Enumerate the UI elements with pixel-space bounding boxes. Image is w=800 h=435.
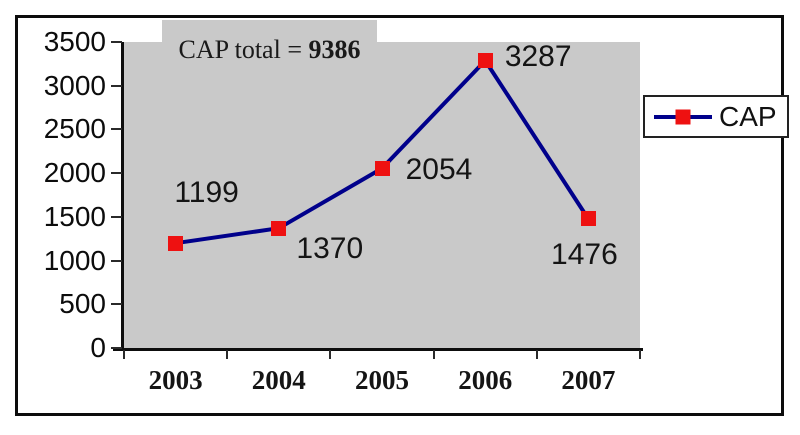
y-axis-tick [111, 41, 122, 43]
x-axis-label: 2004 [251, 365, 306, 395]
y-axis-label: 500 [59, 288, 106, 320]
x-axis-label: 2003 [148, 365, 203, 395]
x-axis-tick [432, 350, 435, 359]
data-point-marker [477, 53, 493, 69]
y-axis-tick [111, 128, 122, 131]
y-axis-tick [111, 215, 122, 218]
x-axis-tick [123, 350, 125, 359]
y-axis-label: 2500 [43, 113, 106, 145]
x-axis-tick [329, 350, 332, 359]
y-axis-tick [111, 303, 122, 306]
data-point-marker [580, 211, 596, 227]
data-point-label: 3287 [504, 39, 572, 73]
y-axis-label: 1000 [43, 244, 106, 276]
x-axis-label: 2005 [355, 365, 409, 395]
y-axis-tick [111, 84, 122, 87]
y-axis-line [121, 42, 124, 351]
data-point-label: 1199 [174, 176, 239, 210]
chart-title: CAP total = 9386 [160, 36, 379, 64]
y-axis-tick [111, 259, 122, 262]
data-point-label: 1370 [296, 232, 364, 266]
data-point-label: 2054 [405, 153, 473, 187]
legend-marker-icon [675, 109, 691, 124]
data-point-marker [168, 235, 184, 251]
y-axis-label: 1500 [43, 200, 106, 232]
data-point-marker [271, 220, 287, 236]
x-axis-label: 2006 [458, 365, 513, 395]
y-axis-label: 0 [90, 332, 106, 363]
x-axis-tick [535, 350, 538, 359]
y-axis-label: 3000 [43, 69, 106, 101]
y-axis-tick [111, 347, 122, 349]
legend-series-label: CAP [719, 100, 777, 132]
chart-title-text: CAP total = [178, 35, 309, 64]
data-point-label: 1476 [551, 237, 618, 271]
x-axis-line [113, 348, 643, 351]
y-axis-label: 3500 [43, 26, 106, 57]
legend-line-sample [654, 109, 712, 124]
x-axis-tick [226, 350, 229, 359]
data-point-marker [374, 160, 390, 176]
chart-title-total: 9386 [308, 35, 361, 64]
y-axis-label: 2000 [43, 157, 106, 189]
chart-title-box [162, 20, 377, 50]
legend: CAP [643, 95, 789, 138]
x-axis-tick [639, 350, 641, 359]
y-axis-tick [111, 172, 122, 175]
x-axis-label: 2007 [561, 365, 616, 395]
